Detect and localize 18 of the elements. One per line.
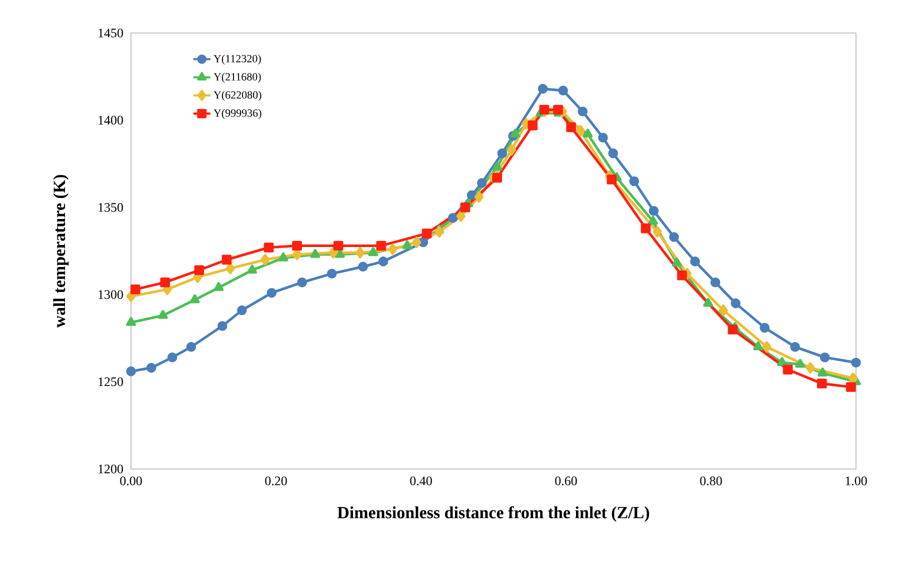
legend-label: Y(999936) <box>214 109 262 119</box>
x-axis-title: Dimensionless distance from the inlet (Z/L) <box>337 506 650 522</box>
x-tick-label: 0.00 <box>120 476 142 486</box>
x-tick-label: 0.60 <box>555 476 577 486</box>
y-tick-label: 1250 <box>98 377 123 386</box>
y-tick-label: 1450 <box>98 28 123 38</box>
legend-label: Y(622080) <box>214 90 262 101</box>
legend-label: Y(112320) <box>214 54 261 65</box>
x-tick-label: 1.00 <box>846 476 867 486</box>
y-tick-label: 1350 <box>98 203 123 212</box>
y-axis-title: wall temperature (K) <box>53 174 69 328</box>
x-tick-label: 0.20 <box>265 476 287 486</box>
y-tick-label: 1300 <box>98 290 123 299</box>
y-tick-label: 1200 <box>98 464 123 474</box>
legend-label: Y(211680) <box>214 72 261 83</box>
y-tick-label: 1400 <box>98 116 123 125</box>
x-tick-label: 0.80 <box>700 476 722 486</box>
x-tick-label: 0.40 <box>410 476 432 486</box>
